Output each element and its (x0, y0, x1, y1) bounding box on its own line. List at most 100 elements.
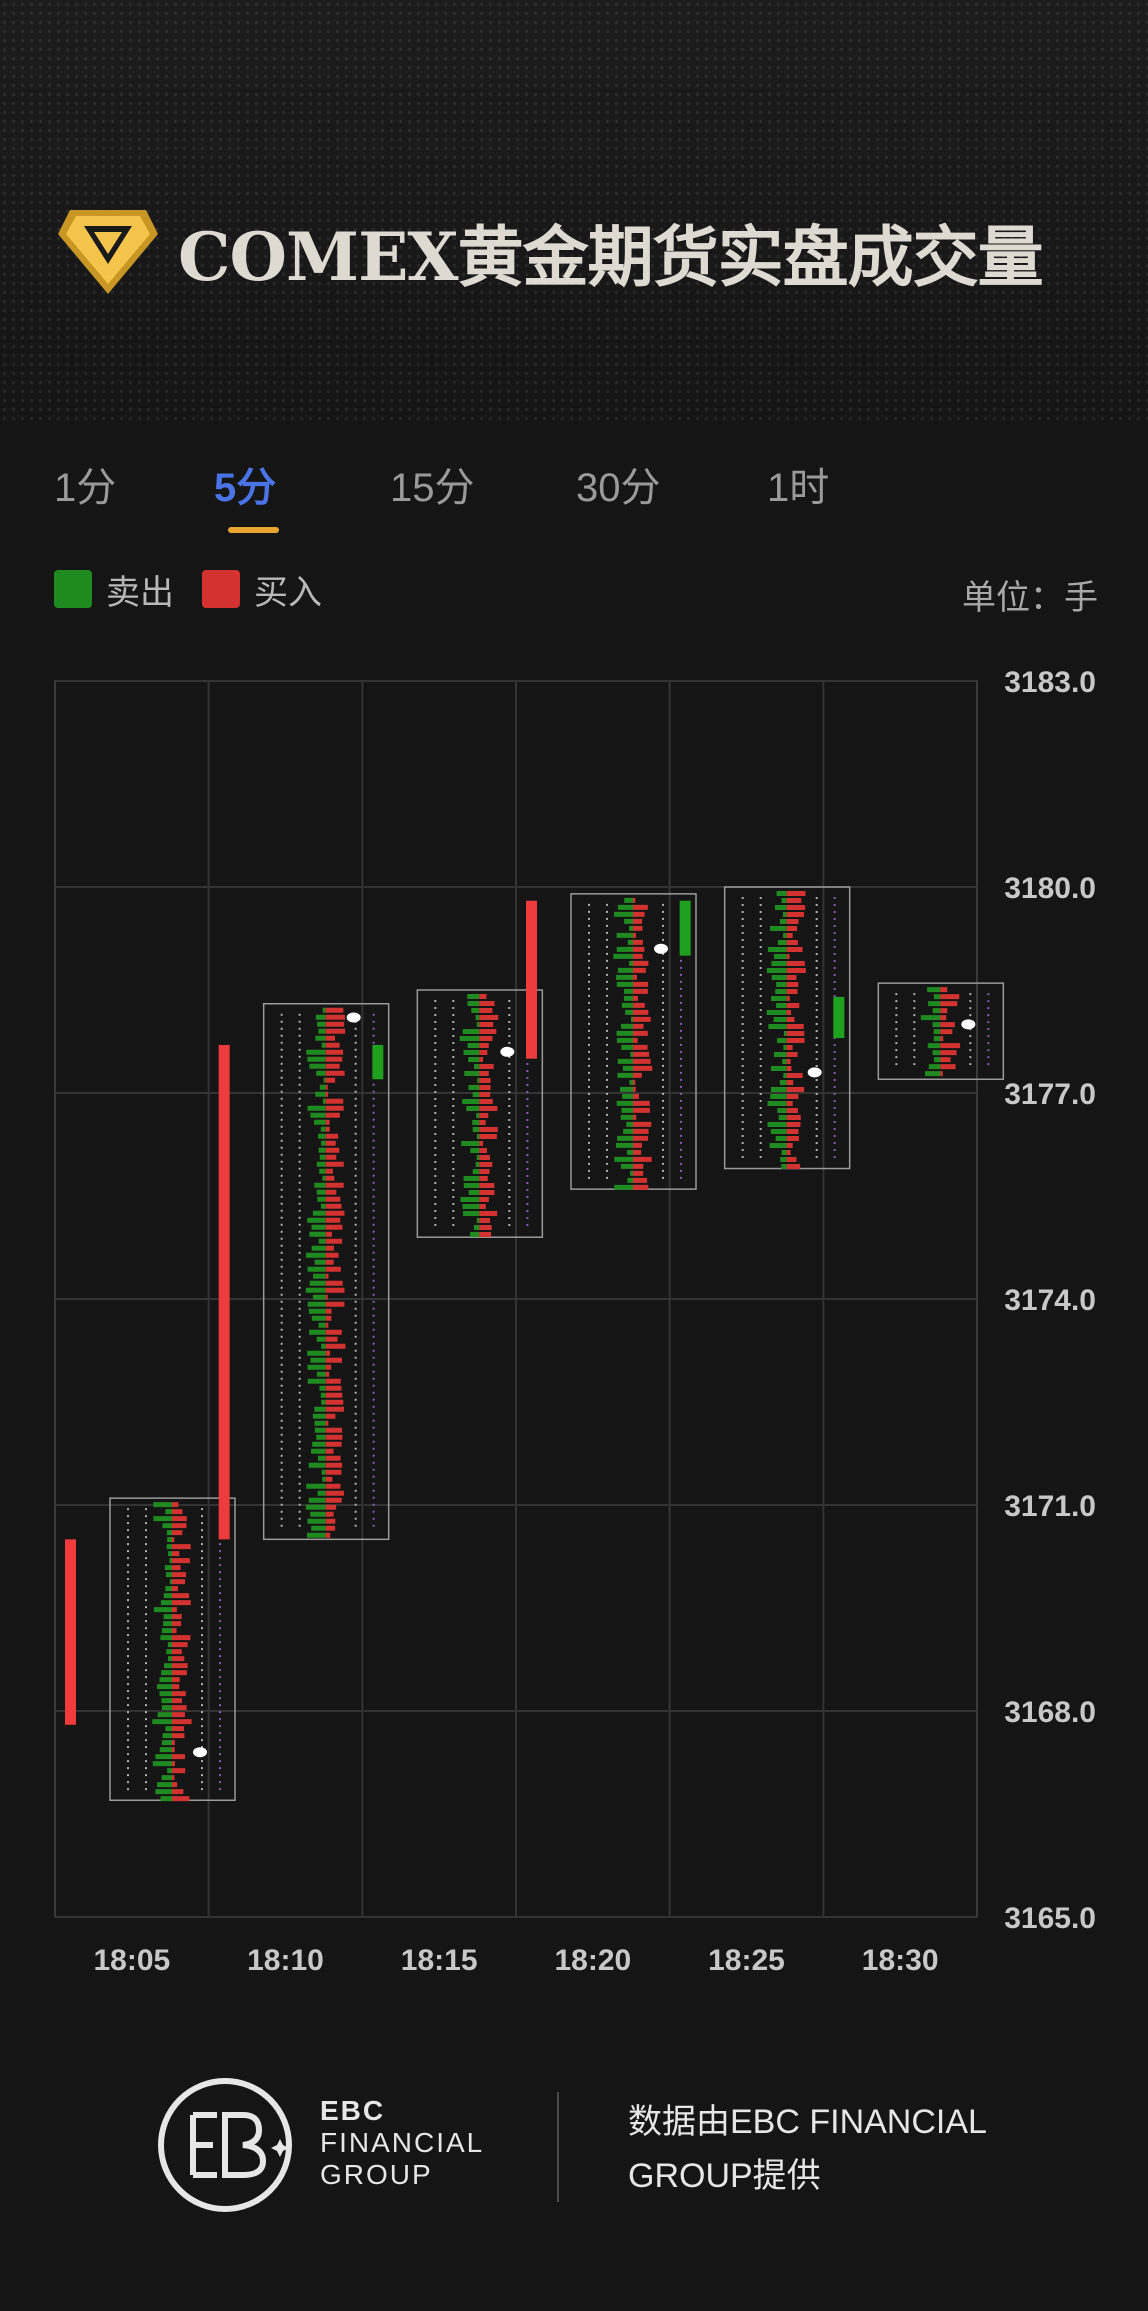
buy-volume-bar (786, 996, 790, 1001)
buy-volume-bar (325, 1196, 341, 1202)
buy-volume-bar (786, 926, 798, 931)
sell-volume-bar (315, 1091, 326, 1097)
buy-volume-bar (633, 904, 648, 910)
buy-volume-bar (940, 1008, 948, 1014)
buy-volume-bar (786, 1010, 792, 1015)
sell-volume-bar (166, 1649, 172, 1655)
sell-volume-bar (318, 1238, 326, 1244)
sell-volume-bar (155, 1754, 172, 1760)
sell-volume-bar (322, 1098, 326, 1104)
sell-volume-bar (773, 1017, 787, 1022)
buy-volume-bar (633, 960, 649, 966)
buy-volume-bar (786, 1094, 799, 1099)
buy-volume-bar (325, 1350, 331, 1356)
buy-volume-bar (940, 1001, 958, 1007)
header-background: COMEX黄金期货实盘成交量 (0, 0, 1148, 420)
buy-volume-bar (172, 1537, 175, 1543)
sell-volume-bar (467, 1043, 480, 1048)
sell-volume-bar (620, 1023, 633, 1029)
sell-volume-bar (920, 1015, 941, 1021)
buy-volume-bar (172, 1614, 182, 1620)
sell-volume-bar (316, 1070, 326, 1076)
sell-volume-bar (767, 1101, 787, 1106)
sell-volume-bar (617, 1072, 633, 1078)
tab-1min[interactable]: 1分 (54, 466, 117, 510)
buy-volume-bar (479, 1232, 492, 1237)
buy-volume-bar (325, 1420, 329, 1426)
sell-volume-bar (308, 1497, 326, 1503)
sell-volume-bar (770, 926, 787, 931)
title-row: COMEX黄金期货实盘成交量 (56, 205, 1044, 299)
buy-volume-bar (172, 1761, 175, 1767)
sell-volume-bar (476, 1134, 480, 1139)
buy-volume-bar (172, 1635, 191, 1641)
sell-volume-bar (309, 1329, 326, 1335)
sell-volume-bar (160, 1600, 172, 1606)
sell-volume-bar (460, 1197, 480, 1202)
tab-15min[interactable]: 15分 (390, 466, 475, 510)
candle-body (372, 1044, 384, 1080)
buy-volume-bar (633, 1184, 649, 1190)
sell-volume-bar (311, 1224, 326, 1230)
sell-volume-bar (320, 1126, 326, 1132)
sell-volume-bar (624, 897, 633, 903)
buy-volume-bar (325, 1133, 339, 1139)
buy-volume-bar (479, 1022, 494, 1027)
sell-volume-bar (614, 1184, 633, 1190)
source-line-1: 数据由EBC FINANCIAL (628, 2103, 987, 2141)
sell-volume-bar (311, 1525, 326, 1531)
buy-volume-bar (479, 1057, 484, 1062)
sell-volume-bar (467, 994, 480, 999)
sell-volume-bar (773, 1052, 787, 1057)
sell-volume-bar (322, 1175, 326, 1181)
buy-volume-bar (325, 1427, 343, 1433)
buy-volume-bar (172, 1656, 185, 1662)
buy-volume-bar (172, 1565, 181, 1571)
sell-volume-bar (318, 1147, 326, 1153)
sell-volume-bar (312, 1441, 326, 1447)
sell-volume-bar (319, 1154, 326, 1160)
timeframe-tabs: 1分 5分 15分 30分 1时 (0, 455, 1148, 535)
buy-volume-bar (325, 1182, 344, 1188)
sell-volume-bar (470, 1232, 480, 1237)
tab-5min[interactable]: 5分 (214, 466, 277, 510)
sell-volume-bar (461, 1141, 480, 1146)
buy-volume-bar (633, 1009, 649, 1015)
tab-1hour[interactable]: 1时 (767, 466, 830, 510)
ebc-brand-name: EBC FINANCIAL GROUP (320, 2095, 484, 2191)
buy-volume-bar (940, 1057, 951, 1063)
x-tick-label: 18:20 (554, 1944, 631, 1977)
buy-volume-bar (786, 1045, 793, 1050)
buy-volume-bar (172, 1684, 180, 1690)
sell-volume-bar (623, 1128, 633, 1134)
buy-volume-bar (325, 1448, 334, 1454)
buy-volume-bar (633, 1177, 648, 1183)
sell-volume-bar (476, 1113, 480, 1118)
sell-volume-bar (776, 1003, 787, 1008)
tab-30min[interactable]: 30分 (576, 466, 661, 510)
buy-volume-bar (633, 1051, 650, 1057)
candle-body (679, 900, 691, 956)
buy-volume-bar (172, 1530, 183, 1536)
brand-line-2: FINANCIAL (320, 2127, 485, 2158)
sell-volume-bar (322, 1476, 326, 1482)
buy-volume-bar (786, 1115, 801, 1120)
buy-volume-bar (479, 1085, 491, 1090)
sell-volume-bar (630, 1016, 633, 1022)
sell-volume-bar (616, 1037, 633, 1043)
buy-volume-bar (786, 975, 797, 980)
sell-volume-bar (781, 898, 787, 903)
buy-volume-bar (786, 989, 798, 994)
sell-volume-bar (157, 1782, 172, 1788)
sell-volume-bar (307, 1266, 326, 1272)
buy-volume-bar (940, 1029, 953, 1035)
sell-volume-bar (459, 1036, 480, 1041)
buy-volume-bar (172, 1733, 185, 1739)
buy-volume-bar (786, 1143, 793, 1148)
buy-volume-bar (786, 912, 805, 917)
y-tick-label: 3180.0 (1004, 872, 1096, 905)
sell-volume-bar (319, 1385, 326, 1391)
sell-volume-bar (470, 1148, 480, 1153)
buy-volume-bar (325, 1343, 346, 1349)
buy-volume-bar (479, 1169, 490, 1174)
